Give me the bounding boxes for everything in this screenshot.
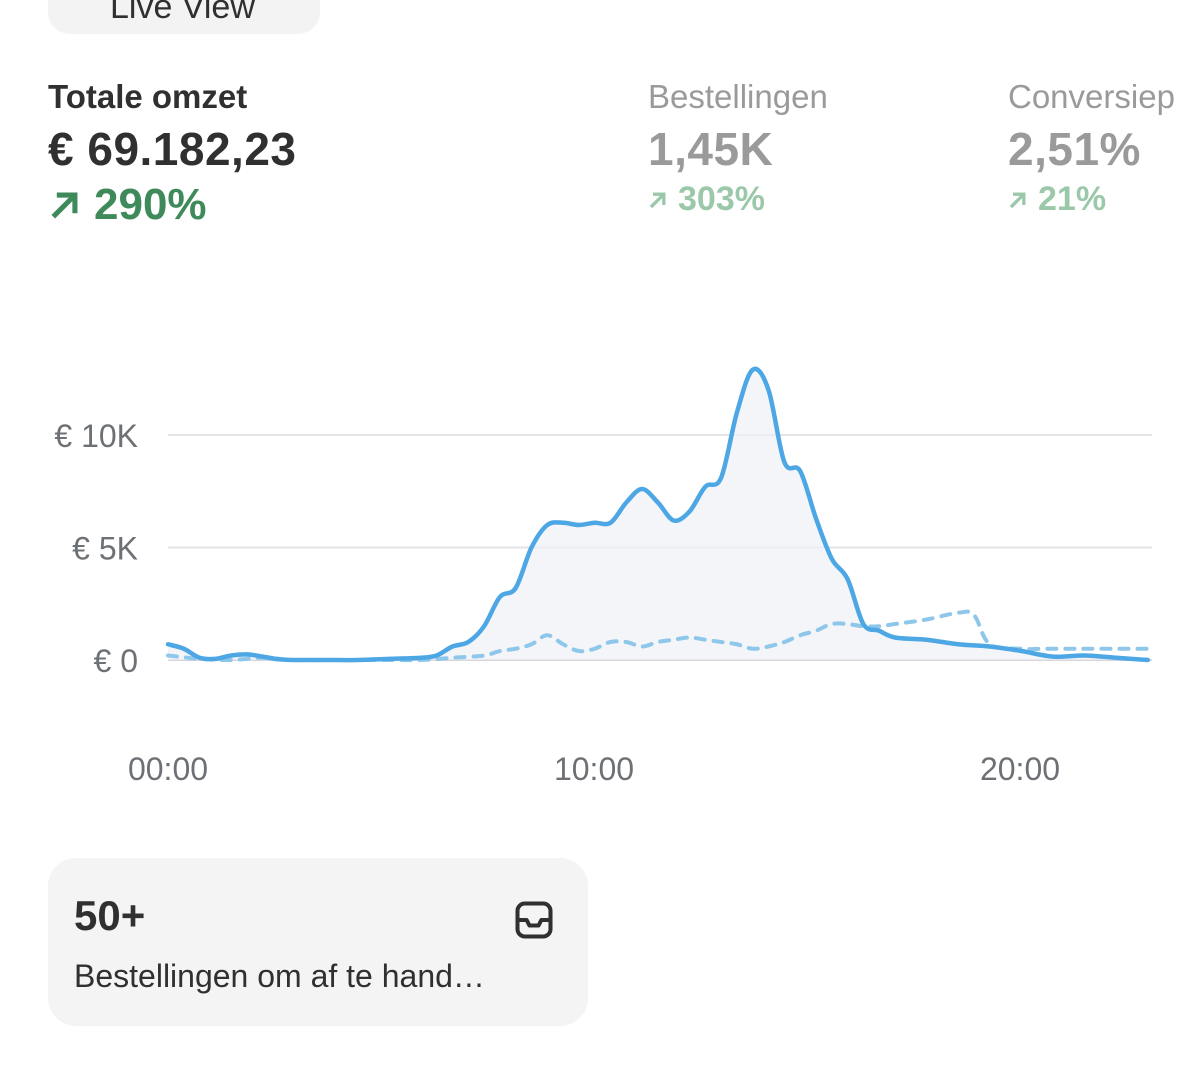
sales-chart-svg: € 0 € 5K € 10K 00:00 10:00 20:00 — [54, 366, 1152, 787]
y-tick-label: € 0 — [94, 643, 138, 679]
metric-change: 21% — [1008, 180, 1175, 219]
metric-change-value: 21% — [1038, 180, 1107, 218]
orders-count: 50+ — [74, 892, 146, 939]
metric-value: € 69.182,23 — [48, 123, 297, 175]
metric-change: 303% — [648, 180, 828, 219]
y-tick-label: € 5K — [72, 531, 138, 567]
metric-change-value: 290% — [94, 180, 207, 229]
x-tick-label: 20:00 — [980, 751, 1060, 787]
sales-chart[interactable]: € 0 € 5K € 10K 00:00 10:00 20:00 — [0, 330, 1200, 810]
metric-conversion[interactable]: Conversiep 2,51% 21% — [1008, 78, 1175, 219]
metric-value: 1,45K — [648, 123, 774, 175]
x-tick-label: 10:00 — [554, 751, 634, 787]
series-line-today — [165, 366, 1151, 663]
series-area-today — [168, 368, 1148, 661]
live-view-label: Live View — [110, 0, 255, 26]
metric-label: Conversiep — [1008, 78, 1175, 115]
metric-orders[interactable]: Bestellingen 1,45K 303% — [648, 78, 828, 219]
orders-description: Bestellingen om af te hand… — [74, 958, 485, 994]
metric-value: 2,51% — [1008, 123, 1141, 175]
trend-up-arrow-icon — [649, 192, 666, 208]
x-tick-label: 00:00 — [128, 751, 208, 787]
orders-to-fulfill-card[interactable]: 50+ Bestellingen om af te hand… — [48, 858, 588, 1026]
metric-change: 290% — [48, 180, 297, 230]
y-tick-label: € 10K — [54, 418, 138, 454]
live-view-button[interactable]: Live View — [48, 0, 320, 34]
inbox-icon — [515, 901, 553, 939]
trend-up-arrow-icon — [1009, 192, 1026, 208]
metric-total-sales[interactable]: Totale omzet € 69.182,23 290% — [48, 78, 297, 230]
metric-change-value: 303% — [678, 180, 765, 218]
trend-up-arrow-icon — [51, 192, 78, 219]
metric-label: Totale omzet — [48, 78, 248, 115]
metric-label: Bestellingen — [648, 78, 828, 115]
